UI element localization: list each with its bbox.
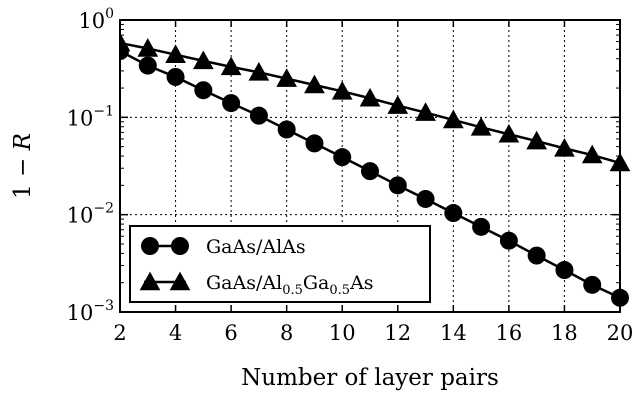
legend-text-part: Ga: [303, 272, 330, 294]
data-point: [555, 261, 574, 280]
data-point: [222, 94, 241, 113]
data-point: [166, 67, 185, 86]
x-tick-label: 2: [113, 321, 126, 345]
y-tick-base: 10: [67, 204, 94, 228]
legend-label: GaAs/Al0.5Ga0.5As: [206, 272, 374, 298]
y-tick-label: 10−2: [67, 201, 114, 228]
y-tick-exponent: −3: [93, 298, 114, 314]
y-axis-title: 1 − R: [10, 133, 36, 199]
data-point: [305, 134, 324, 153]
data-point: [276, 68, 298, 87]
data-point: [361, 162, 379, 181]
data-point: [472, 217, 491, 236]
y-title-lhs: 1 −: [10, 150, 36, 199]
legend-marker: [141, 237, 159, 255]
y-tick-label: 100: [78, 6, 114, 33]
y-tick-label: 10−3: [67, 298, 114, 325]
data-point: [304, 74, 325, 94]
legend-marker: [139, 271, 161, 291]
x-tick-label: 10: [329, 321, 356, 345]
x-tick-label: 12: [384, 321, 411, 345]
data-point: [388, 176, 407, 195]
data-point: [249, 106, 268, 125]
data-point: [331, 80, 353, 100]
data-point: [554, 138, 575, 157]
data-point: [248, 61, 270, 81]
data-point: [527, 246, 546, 265]
legend-text-part: GaAs/AlAs: [206, 236, 306, 258]
data-point: [137, 38, 159, 57]
data-point: [333, 148, 352, 167]
legend-text-part: GaAs/Al: [206, 272, 282, 294]
data-point: [444, 204, 463, 223]
data-point: [499, 231, 518, 250]
x-axis-title: Number of layer pairs: [241, 365, 499, 391]
x-tick-label: 18: [551, 321, 578, 345]
data-point: [277, 120, 296, 139]
data-point: [442, 109, 464, 129]
y-tick-exponent: 0: [105, 6, 114, 22]
data-point: [498, 123, 520, 143]
legend-subscript: 0.5: [282, 283, 303, 298]
plot-series: [120, 32, 631, 307]
data-point: [416, 189, 435, 208]
data-point: [581, 144, 603, 164]
x-tick-label: 8: [280, 321, 293, 345]
data-point: [120, 32, 131, 52]
data-point: [194, 81, 213, 100]
series-triangles: [120, 32, 631, 172]
legend-label: GaAs/AlAs: [206, 236, 306, 258]
data-point: [583, 275, 602, 294]
legend-text-part: As: [349, 272, 373, 294]
y-tick-exponent: −1: [93, 103, 114, 119]
data-point: [415, 102, 436, 121]
x-tick-label: 6: [224, 321, 237, 345]
legend-marker: [169, 271, 191, 291]
data-point: [220, 56, 242, 76]
data-point: [526, 130, 548, 150]
x-tick-label: 4: [169, 321, 182, 345]
data-point: [138, 56, 157, 75]
legend-subscript: 0.5: [329, 283, 350, 298]
y-tick-exponent: −2: [93, 201, 114, 217]
plot-frame: [119, 19, 621, 313]
y-tick-label: 10−1: [67, 103, 114, 130]
y-tick-base: 10: [67, 301, 94, 325]
x-tick-label: 14: [440, 321, 467, 345]
data-point: [359, 87, 381, 107]
data-point: [470, 116, 492, 136]
y-tick-base: 10: [78, 9, 105, 33]
x-tick-label: 16: [496, 321, 523, 345]
legend-marker: [171, 237, 189, 255]
y-title-var: R: [10, 133, 36, 151]
data-point: [192, 50, 214, 70]
x-tick-label: 20: [607, 321, 634, 345]
data-point: [165, 44, 186, 63]
data-point: [387, 95, 409, 114]
axis-ticks: [119, 19, 621, 313]
y-tick-base: 10: [67, 106, 94, 130]
